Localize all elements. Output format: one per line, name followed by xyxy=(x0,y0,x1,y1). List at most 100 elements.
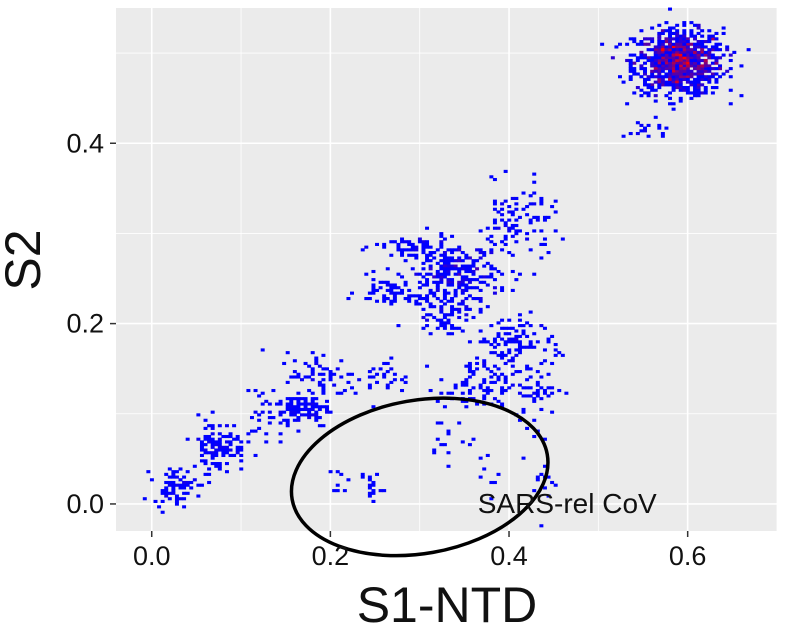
density-cell xyxy=(178,478,183,482)
density-cell xyxy=(628,69,633,73)
density-cell xyxy=(657,34,662,38)
density-cell xyxy=(467,388,472,393)
density-cell xyxy=(425,256,430,260)
density-cell xyxy=(203,448,208,452)
density-cell xyxy=(553,342,558,347)
density-cell xyxy=(439,280,444,284)
density-cell xyxy=(657,69,662,73)
density-cell xyxy=(396,291,401,295)
density-cell xyxy=(467,367,472,371)
density-cell xyxy=(232,453,237,458)
density-cell xyxy=(396,248,401,252)
density-cell xyxy=(446,299,451,303)
density-cell xyxy=(500,356,505,360)
density-cell xyxy=(475,286,480,290)
density-cell xyxy=(557,388,562,393)
density-cell xyxy=(439,321,444,325)
density-cell xyxy=(664,61,669,65)
density-cell xyxy=(203,443,208,447)
density-cell xyxy=(618,75,622,79)
density-cell xyxy=(400,237,405,241)
density-cell xyxy=(457,421,462,425)
density-cell xyxy=(457,269,462,274)
density-cell xyxy=(467,340,472,344)
density-cell xyxy=(532,391,537,395)
density-cell xyxy=(650,75,655,79)
density-cell xyxy=(217,462,222,466)
density-cell xyxy=(500,207,505,211)
density-cell xyxy=(467,364,472,368)
density-cell xyxy=(664,21,669,25)
density-cell xyxy=(707,37,712,41)
density-cell xyxy=(517,345,522,349)
density-cell xyxy=(500,213,505,217)
density-cell xyxy=(496,378,501,382)
x-axis-title: S1-NTD xyxy=(357,577,538,628)
density-cell xyxy=(492,380,497,384)
density-cell xyxy=(675,29,680,33)
density-cell xyxy=(496,472,501,476)
density-cell xyxy=(407,242,412,247)
density-cell xyxy=(425,313,430,317)
density-cell xyxy=(257,418,262,422)
density-cell xyxy=(160,489,165,493)
density-cell xyxy=(525,334,530,338)
density-cell xyxy=(532,397,537,401)
density-cell xyxy=(664,126,669,130)
density-cell xyxy=(675,64,680,68)
density-cell xyxy=(460,380,465,384)
density-cell xyxy=(500,218,505,222)
density-cell xyxy=(457,245,462,249)
density-cell xyxy=(721,72,726,76)
density-cell xyxy=(660,42,665,46)
density-cell xyxy=(439,391,444,395)
density-cell xyxy=(235,445,240,449)
density-cell xyxy=(335,367,340,371)
density-cell xyxy=(160,510,165,514)
density-cell xyxy=(392,297,397,301)
density-cell xyxy=(460,278,465,282)
density-cell xyxy=(500,391,505,395)
density-cell xyxy=(450,251,455,255)
density-cell xyxy=(207,472,212,476)
density-cell xyxy=(653,50,658,54)
density-cell xyxy=(296,410,301,414)
density-cell xyxy=(392,372,397,376)
density-cell xyxy=(510,226,515,230)
density-cell xyxy=(239,467,244,471)
density-cell xyxy=(439,253,444,257)
density-cell xyxy=(425,242,430,247)
density-cell xyxy=(217,467,222,471)
density-cell xyxy=(396,245,401,249)
density-cell xyxy=(389,356,394,360)
density-cell xyxy=(460,391,465,395)
density-cell xyxy=(546,215,551,219)
density-cell xyxy=(668,75,672,79)
density-cell xyxy=(321,386,326,390)
density-cell xyxy=(310,402,315,406)
density-cell xyxy=(668,7,672,11)
density-cell xyxy=(660,61,665,65)
density-cell xyxy=(678,77,683,81)
density-cell xyxy=(496,332,501,336)
density-cell xyxy=(503,342,508,347)
density-cell xyxy=(728,88,733,92)
density-cell xyxy=(425,226,430,230)
density-cell xyxy=(300,397,304,401)
density-cell xyxy=(457,283,462,287)
density-cell xyxy=(167,480,172,485)
density-cell xyxy=(446,429,451,433)
density-cell xyxy=(685,64,690,68)
density-cell xyxy=(643,91,647,95)
density-cell xyxy=(693,56,698,60)
density-cell xyxy=(367,297,372,301)
density-cell xyxy=(678,42,683,46)
density-cell xyxy=(650,40,655,44)
density-cell xyxy=(492,202,497,206)
density-cell xyxy=(675,23,680,27)
density-cell xyxy=(682,45,687,49)
density-cell xyxy=(539,386,544,390)
density-cell xyxy=(442,405,447,409)
density-cell xyxy=(414,253,419,257)
density-cell xyxy=(253,410,258,414)
